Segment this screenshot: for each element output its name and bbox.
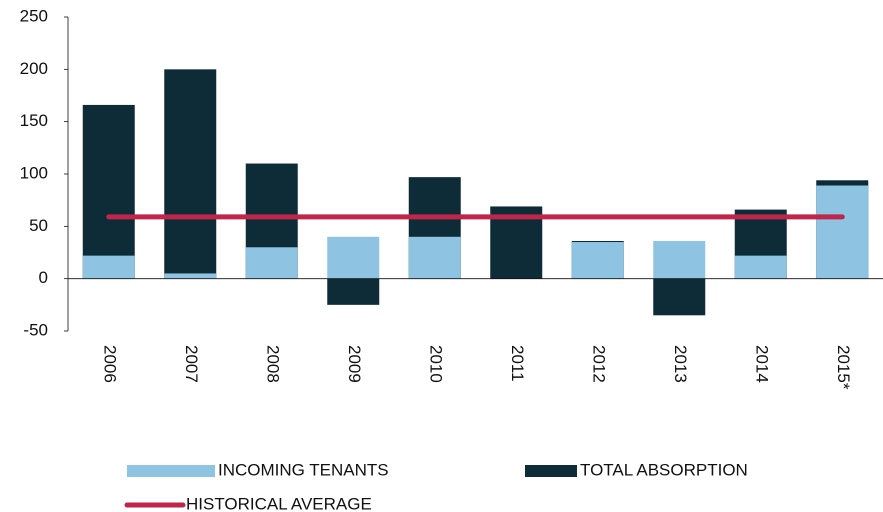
x-tick-label: 2013	[671, 345, 690, 383]
bar	[816, 185, 869, 279]
x-tick-label: 2010	[426, 345, 445, 383]
y-tick-label: 150	[20, 111, 48, 130]
x-tick-label: 2008	[263, 345, 282, 383]
y-tick-label: 200	[20, 59, 48, 78]
bar	[327, 278, 380, 305]
bar	[82, 104, 135, 279]
x-tick-label: 2011	[508, 345, 527, 382]
x-tick-label: 2015*	[834, 345, 853, 390]
x-tick-label: 2012	[589, 345, 608, 383]
x-tick-label: 2014	[752, 345, 771, 383]
legend-label: INCOMING TENANTS	[218, 460, 389, 479]
bar	[164, 69, 217, 279]
legend-swatch	[127, 465, 215, 477]
x-tick-label: 2007	[182, 345, 201, 383]
bar	[734, 255, 787, 279]
x-tick-label: 2006	[100, 345, 119, 383]
bar	[408, 236, 461, 279]
bar	[653, 240, 706, 279]
bar	[164, 273, 217, 279]
x-tick-label: 2009	[345, 345, 364, 383]
y-tick-label: 50	[29, 216, 48, 235]
y-tick-label: -50	[23, 320, 48, 339]
legend-label: HISTORICAL AVERAGE	[186, 494, 372, 512]
y-tick-label: 0	[39, 268, 48, 287]
legend-swatch	[525, 465, 577, 477]
bar	[327, 236, 380, 279]
bar	[245, 247, 298, 279]
legend-label: TOTAL ABSORPTION	[580, 460, 748, 479]
bar	[82, 255, 135, 279]
y-tick-label: 100	[20, 163, 48, 182]
bar	[653, 278, 706, 316]
y-tick-label: 250	[20, 6, 48, 25]
bar	[571, 242, 624, 279]
